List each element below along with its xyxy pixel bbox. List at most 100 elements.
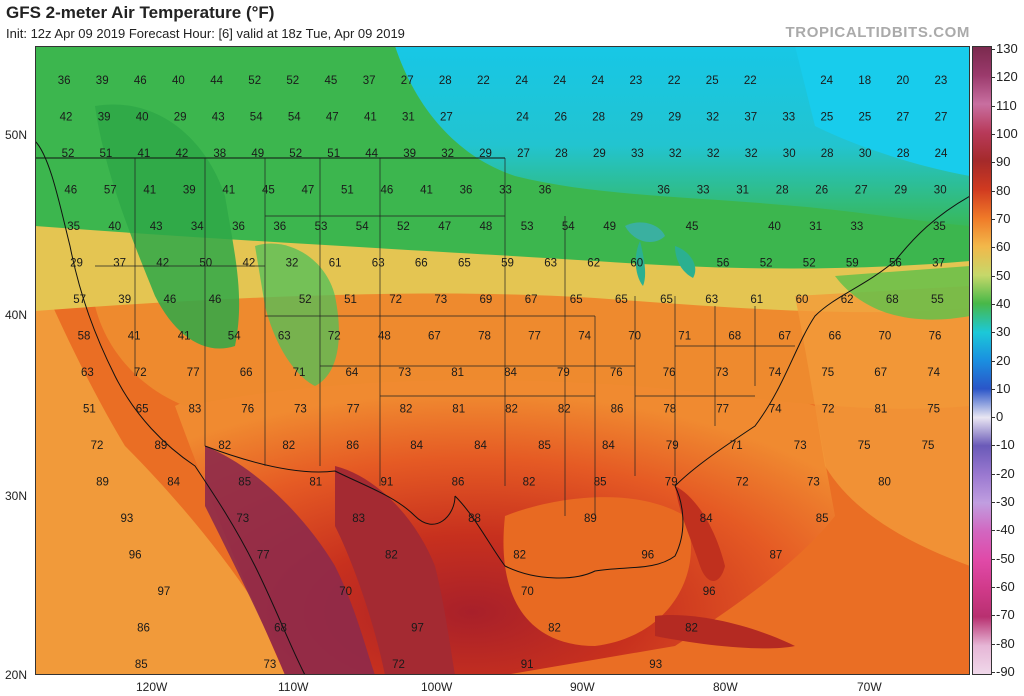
temperature-value: 54	[288, 112, 301, 124]
temperature-value: 32	[707, 148, 720, 160]
temperature-value: 23	[630, 75, 643, 87]
temperature-value: 82	[218, 440, 231, 452]
temperature-value: 81	[875, 404, 888, 416]
temperature-value: 30	[934, 185, 947, 197]
colorbar-label: 0	[996, 409, 1004, 425]
temperature-value: 60	[630, 258, 643, 270]
temperature-value: 45	[262, 185, 275, 197]
brand-watermark: TROPICALTIDBITS.COM	[785, 24, 970, 41]
temperature-value: 24	[553, 75, 566, 87]
temperature-value: 91	[381, 477, 394, 489]
temperature-value: 28	[439, 75, 452, 87]
temperature-value: 29	[479, 148, 492, 160]
lon-label-120w: 120W	[136, 680, 168, 694]
temperature-value: 82	[505, 404, 518, 416]
temperature-value: 65	[660, 294, 673, 306]
cuba	[655, 615, 795, 649]
colorbar-tick	[991, 105, 995, 107]
colorbar-label: 90	[996, 154, 1011, 170]
temperature-value: 62	[841, 294, 854, 306]
lon-label-110w: 110W	[278, 680, 309, 694]
temperature-value: 69	[480, 294, 493, 306]
temperature-value: 70	[339, 586, 352, 598]
temperature-value: 57	[104, 185, 117, 197]
temperature-value: 29	[174, 112, 187, 124]
temperature-value: 63	[81, 367, 94, 379]
temperature-value: 77	[528, 331, 541, 343]
florida	[675, 486, 725, 581]
temperature-value: 73	[794, 440, 807, 452]
colorbar-tick	[991, 275, 995, 277]
temperature-value: 74	[769, 404, 782, 416]
temperature-value: 91	[521, 659, 534, 671]
temperature-value: 36	[657, 185, 670, 197]
lon-label-100w: 100W	[421, 680, 453, 694]
temperature-value: 36	[539, 185, 552, 197]
temperature-value: 32	[745, 148, 758, 160]
temperature-value: 57	[73, 294, 86, 306]
temperature-value: 79	[557, 367, 570, 379]
temperature-value: 51	[83, 404, 96, 416]
lat-label-50n: 50N	[5, 128, 28, 142]
lake-huron	[675, 246, 696, 278]
temperature-value: 82	[385, 550, 398, 562]
temperature-value: 36	[460, 185, 473, 197]
temperature-labels: 36 39 46 40 44 52 52 45 37 27 28 22 24 24 24 23 22 25 22 24…	[58, 75, 948, 671]
colorbar-tick	[991, 672, 995, 673]
temperature-value: 78	[478, 331, 491, 343]
temperature-value: 60	[796, 294, 809, 306]
temperature-value: 33	[851, 221, 864, 233]
temperature-value: 42	[156, 258, 169, 270]
temperature-value: 66	[829, 331, 842, 343]
map-svg: 36 39 46 40 44 52 52 45 37 27 28 22 24 24 24 23 22 25 22 24…	[35, 46, 970, 675]
colorbar-label: 10	[996, 380, 1011, 396]
temperature-value: 53	[521, 221, 534, 233]
temperature-value: 64	[346, 367, 359, 379]
colorbar-tick	[991, 558, 995, 560]
temperature-value: 44	[210, 75, 223, 87]
temperature-value: 28	[897, 148, 910, 160]
temperature-value: 71	[293, 367, 306, 379]
colorbar-tick	[991, 615, 995, 617]
temperature-value: 82	[558, 404, 571, 416]
temperature-value: 75	[821, 367, 834, 379]
temperature-value: 51	[327, 148, 340, 160]
temperature-value: 85	[816, 513, 829, 525]
west-coastline	[35, 140, 306, 675]
temperature-value: 80	[878, 477, 891, 489]
temperature-value: 63	[544, 258, 557, 270]
temperature-value: 41	[178, 331, 191, 343]
colorbar-tick	[991, 332, 995, 334]
mexico-us-border	[204, 445, 456, 525]
colorbar-label: -10	[996, 437, 1015, 453]
temperature-value: 61	[750, 294, 763, 306]
temperature-value: 72	[134, 367, 147, 379]
temperature-value: 40	[172, 75, 185, 87]
temperature-value: 83	[352, 513, 365, 525]
temperature-value: 23	[935, 75, 948, 87]
temperature-value: 72	[822, 404, 835, 416]
east-coastline	[674, 195, 970, 487]
temperature-value: 85	[538, 440, 551, 452]
temperature-colorbar	[972, 46, 992, 675]
temperature-value: 52	[299, 294, 312, 306]
lat-label-20n: 20N	[5, 668, 28, 682]
temperature-value: 67	[428, 331, 441, 343]
temperature-value: 82	[685, 623, 698, 635]
temperature-value: 52	[397, 221, 410, 233]
temperature-value: 39	[96, 75, 109, 87]
temperature-value: 27	[897, 112, 910, 124]
temperature-value: 86	[346, 440, 359, 452]
temperature-value: 86	[452, 477, 465, 489]
temperature-value: 77	[257, 550, 270, 562]
temperature-value: 20	[896, 75, 909, 87]
temperature-value: 28	[592, 112, 605, 124]
temperature-value: 40	[108, 221, 121, 233]
colorbar-label: 100	[996, 125, 1018, 141]
temperature-value: 85	[594, 477, 607, 489]
temperature-value: 47	[326, 112, 339, 124]
colorbar-label: -30	[996, 494, 1015, 510]
temperature-value: 33	[499, 185, 512, 197]
temperature-value: 52	[62, 148, 75, 160]
temperature-value: 27	[440, 112, 453, 124]
